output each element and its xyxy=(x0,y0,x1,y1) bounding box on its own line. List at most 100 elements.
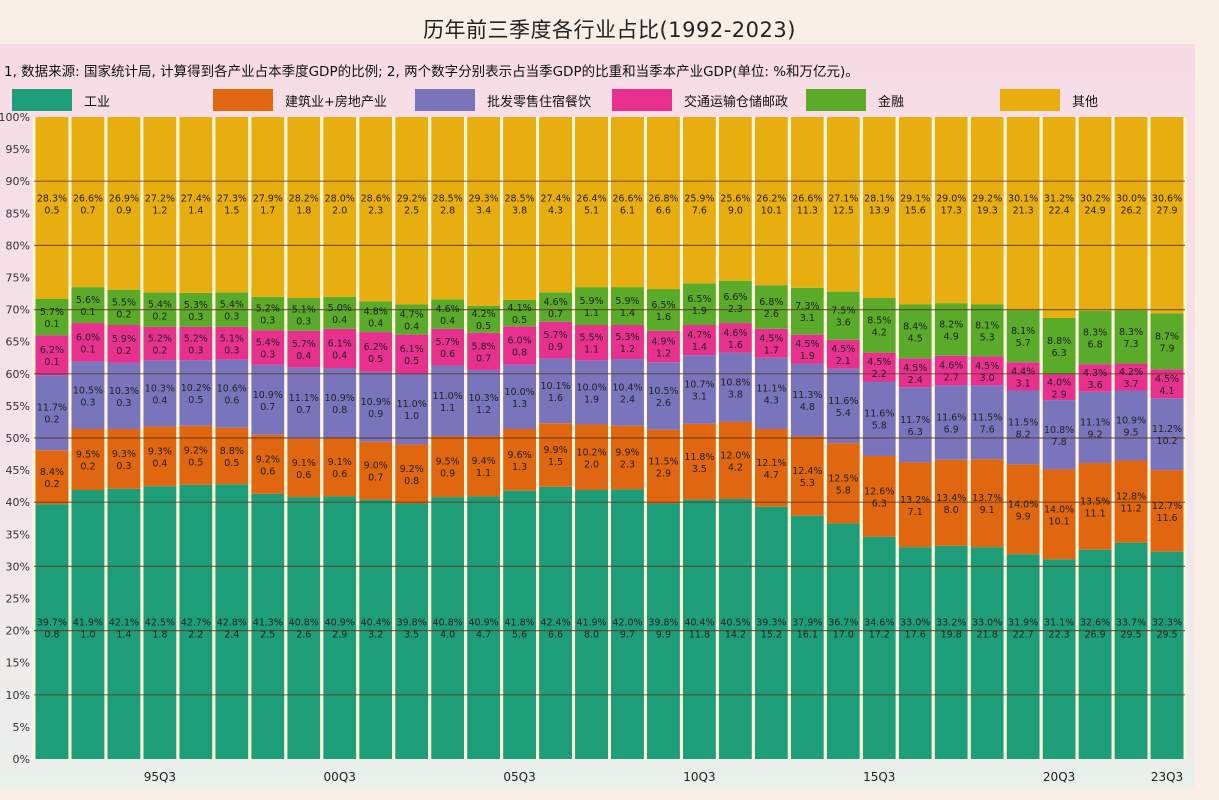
data-label-share: 28.1% xyxy=(864,194,894,205)
bar-segment xyxy=(611,359,644,426)
bar-segment xyxy=(287,438,321,498)
data-label-share: 11.1% xyxy=(1080,417,1110,428)
data-label-share: 5.9% xyxy=(615,296,639,307)
data-label-share: 5.8% xyxy=(472,341,496,352)
data-label-gdp: 0.2 xyxy=(152,312,167,323)
data-label-share: 10.3% xyxy=(145,383,175,394)
bar-segment xyxy=(682,499,716,759)
data-label-share: 39.8% xyxy=(648,617,678,628)
data-label-gdp: 0.3 xyxy=(188,346,203,357)
data-label-share: 9.3% xyxy=(148,446,172,457)
data-label-gdp: 29.5 xyxy=(1120,629,1141,640)
y-tick-label: 55% xyxy=(6,400,30,413)
data-label-share: 5.7% xyxy=(543,330,567,341)
bar-segment xyxy=(934,117,968,304)
data-label-gdp: 8.2 xyxy=(1016,429,1031,440)
data-label-share: 41.3% xyxy=(253,617,283,628)
bar-segment xyxy=(1150,117,1184,314)
y-tick-label: 75% xyxy=(6,272,30,285)
data-label-share: 4.5% xyxy=(759,333,783,344)
bar-segment xyxy=(1078,391,1112,464)
bar-segment xyxy=(251,330,285,365)
data-label-gdp: 0.4 xyxy=(404,322,419,333)
data-label-gdp: 11.2 xyxy=(1120,504,1141,515)
bar-segment xyxy=(1150,313,1184,370)
data-label-share: 6.2% xyxy=(40,345,64,356)
data-label-gdp: 2.3 xyxy=(368,206,383,217)
data-label-share: 40.9% xyxy=(325,617,355,628)
data-label-share: 4.6% xyxy=(723,328,747,339)
bar-segment xyxy=(611,489,644,759)
bar-segment xyxy=(143,117,177,293)
data-label-gdp: 2.8 xyxy=(440,206,455,217)
data-label-share: 11.7% xyxy=(37,403,67,414)
data-label-share: 27.2% xyxy=(145,194,175,205)
data-label-gdp: 1.0 xyxy=(80,629,95,640)
data-label-gdp: 2.5 xyxy=(260,629,275,640)
bar-segment xyxy=(754,117,788,286)
data-label-share: 9.5% xyxy=(76,450,100,461)
data-label-share: 4.7% xyxy=(687,330,711,341)
data-label-gdp: 26.9 xyxy=(1085,629,1106,640)
data-label-share: 5.6% xyxy=(76,295,100,306)
data-label-gdp: 2.4 xyxy=(620,394,635,405)
data-label-gdp: 6.6 xyxy=(656,206,671,217)
bar-segment xyxy=(862,536,896,759)
data-label-share: 39.7% xyxy=(37,617,67,628)
data-label-share: 4.2% xyxy=(1119,367,1143,378)
data-label-gdp: 21.8 xyxy=(977,629,998,640)
bar-segment xyxy=(862,298,896,353)
legend-label: 批发零售住宿餐饮 xyxy=(487,94,592,110)
data-label-gdp: 1.8 xyxy=(152,629,167,640)
data-label-gdp: 0.6 xyxy=(224,396,239,407)
data-label-gdp: 7.3 xyxy=(1123,339,1138,350)
data-label-share: 6.5% xyxy=(687,294,711,305)
data-label-gdp: 0.4 xyxy=(152,395,167,406)
y-tick-label: 85% xyxy=(6,207,30,220)
data-label-share: 42.0% xyxy=(612,617,642,628)
data-label-gdp: 0.4 xyxy=(440,316,455,327)
bar-segment xyxy=(611,425,644,490)
data-label-gdp: 22.4 xyxy=(1049,206,1070,217)
bar-segment xyxy=(682,117,716,284)
data-label-gdp: 5.3 xyxy=(800,478,815,489)
bar-segment xyxy=(251,434,285,494)
data-label-share: 26.6% xyxy=(612,194,642,205)
data-label-gdp: 2.4 xyxy=(224,629,239,640)
bar-segment xyxy=(287,330,321,368)
data-label-share: 4.1% xyxy=(508,303,532,314)
data-label-gdp: 1.7 xyxy=(260,206,275,217)
bar-segment xyxy=(179,326,213,361)
bar-segment xyxy=(35,117,69,299)
data-label-gdp: 0.3 xyxy=(224,345,239,356)
data-label-gdp: 0.3 xyxy=(80,397,95,408)
data-label-share: 10.9% xyxy=(325,393,355,404)
data-label-gdp: 0.7 xyxy=(548,309,563,320)
data-label-gdp: 7.6 xyxy=(980,424,995,435)
legend-swatch xyxy=(612,89,672,111)
bar-segment xyxy=(1006,464,1040,555)
data-label-share: 6.1% xyxy=(400,344,424,355)
data-label-gdp: 5.1 xyxy=(584,206,599,217)
data-label-gdp: 9.2 xyxy=(1088,429,1103,440)
data-label-gdp: 2.6 xyxy=(656,398,671,409)
bar-segment xyxy=(718,421,752,499)
data-label-share: 42.4% xyxy=(540,617,570,628)
data-label-gdp: 9.9 xyxy=(656,629,671,640)
x-tick-label: 20Q3 xyxy=(1043,770,1075,784)
bar-segment xyxy=(790,363,824,437)
bar-segment xyxy=(107,117,141,290)
data-label-share: 9.1% xyxy=(328,457,352,468)
data-label-share: 12.1% xyxy=(756,458,786,469)
data-label-gdp: 2.5 xyxy=(404,206,419,217)
bar-segment xyxy=(251,296,285,331)
bar-segment xyxy=(431,497,465,759)
bar-segment xyxy=(826,443,860,524)
bar-segment xyxy=(395,444,429,504)
bar-segment xyxy=(107,429,141,489)
bar-segment xyxy=(71,117,105,288)
data-label-share: 5.7% xyxy=(40,307,64,318)
bar-segment xyxy=(431,365,465,437)
legend-swatch xyxy=(806,89,866,111)
